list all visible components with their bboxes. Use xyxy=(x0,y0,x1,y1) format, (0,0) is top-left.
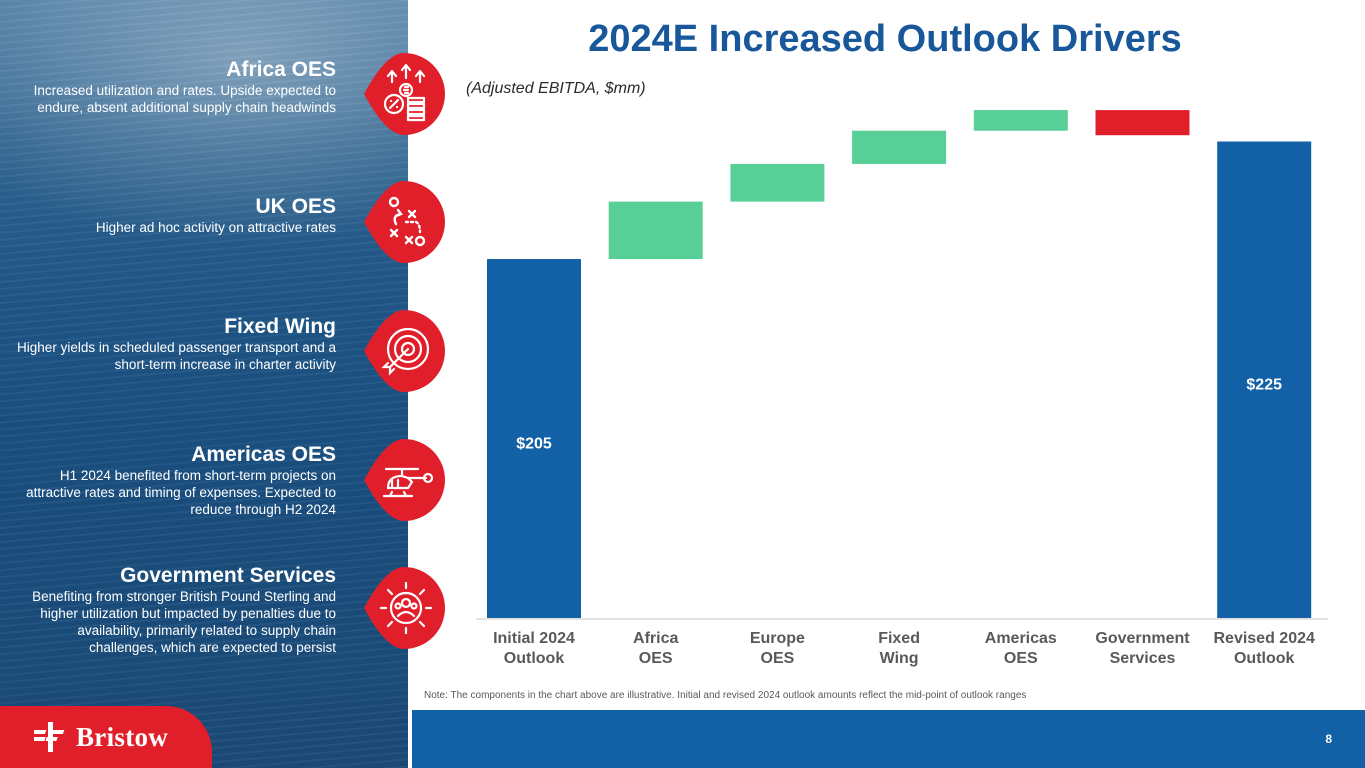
page-number: 8 xyxy=(1325,732,1332,746)
driver-description: Higher ad hoc activity on attractive rat… xyxy=(95,220,336,235)
helicopter-icon xyxy=(362,438,446,522)
bar-government-services xyxy=(1095,110,1190,136)
category-label: OES xyxy=(639,650,673,667)
category-label: OES xyxy=(761,650,795,667)
driver-americas-oes: Americas OES H1 2024 benefited from shor… xyxy=(6,442,336,518)
left-panel: Africa OES Increased utilization and rat… xyxy=(0,0,408,768)
bristow-logo-mark xyxy=(34,722,65,752)
driver-uk-oes: UK OES Higher ad hoc activity on attract… xyxy=(6,194,336,236)
category-label: Americas xyxy=(985,630,1057,647)
driver-title: Fixed Wing xyxy=(224,315,336,338)
driver-title: Americas OES xyxy=(191,443,336,466)
category-label: Europe xyxy=(750,630,805,647)
bar-revised-2024-outlook xyxy=(1217,141,1312,618)
category-label: Wing xyxy=(880,650,919,667)
driver-title: Africa OES xyxy=(226,58,336,81)
strategy-icon xyxy=(362,180,446,264)
category-label: Outlook xyxy=(504,650,565,667)
driver-government-services: Government Services Benefiting from stro… xyxy=(6,563,336,656)
category-label: Revised 2024 xyxy=(1213,630,1315,647)
category-label: Initial 2024 xyxy=(493,630,575,647)
brand-name: Bristow xyxy=(76,721,169,752)
category-label: Africa xyxy=(633,630,678,647)
data-label: $225 xyxy=(1246,377,1282,394)
driver-africa-oes: Africa OES Increased utilization and rat… xyxy=(6,57,336,116)
bar-fixed-wing xyxy=(852,130,947,164)
bar-africa-oes xyxy=(608,201,703,260)
category-label: Government xyxy=(1095,630,1190,647)
driver-fixed-wing: Fixed Wing Higher yields in scheduled pa… xyxy=(6,314,336,373)
gear-people-icon xyxy=(362,566,446,650)
growth-chart-icon xyxy=(362,52,446,136)
category-label: Services xyxy=(1110,650,1176,667)
category-label: Outlook xyxy=(1234,650,1295,667)
bristow-logo: Bristow xyxy=(0,706,212,768)
driver-description: Higher yields in scheduled passenger tra… xyxy=(17,340,336,372)
driver-title: UK OES xyxy=(255,195,336,218)
category-label: Fixed xyxy=(878,630,920,647)
chart-subtitle: (Adjusted EBITDA, $mm) xyxy=(466,80,646,97)
waterfall-chart: $205 Initial 2024 Outlook Africa OES Europe OE… xyxy=(476,110,1328,667)
driver-description: Increased utilization and rates. Upside … xyxy=(33,83,336,115)
target-icon xyxy=(362,309,446,393)
driver-title: Government Services xyxy=(120,564,336,587)
page-title: 2024E Increased Outlook Drivers xyxy=(588,18,1182,60)
data-label: $205 xyxy=(516,436,552,453)
chart-note: Note: The components in the chart above … xyxy=(424,690,1027,701)
driver-description: Benefiting from stronger British Pound S… xyxy=(32,589,336,655)
bar-americas-oes xyxy=(973,110,1068,131)
category-label: OES xyxy=(1004,650,1038,667)
footer-bar: 8 xyxy=(412,710,1365,768)
driver-description: H1 2024 benefited from short-term projec… xyxy=(26,468,336,517)
bar-europe-oes xyxy=(730,163,825,202)
bar-initial-2024-outlook xyxy=(487,259,581,618)
